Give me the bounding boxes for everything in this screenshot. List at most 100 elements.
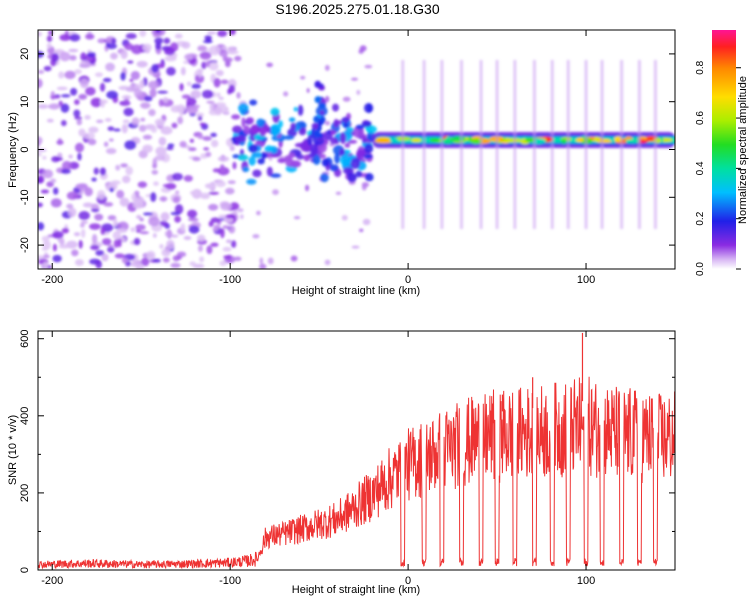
spectrogram-y-label: Frequency (Hz) — [7, 112, 19, 188]
spectrogram-noise-cell — [272, 189, 279, 195]
spectrogram-signal-cell — [350, 157, 361, 170]
spectrogram-noise-cell — [195, 112, 205, 118]
spectrogram-noise-cell — [166, 66, 176, 76]
spectrogram-signal-cell — [316, 83, 324, 88]
snr-series-line — [38, 376, 675, 570]
spectrogram-noise-cell — [142, 134, 153, 140]
spectrogram-noise-cell — [220, 202, 232, 211]
spectrogram-noise-cell — [188, 225, 200, 234]
spectrogram-noise-cell — [203, 147, 210, 151]
colorbar-tick-label: 0.6 — [695, 111, 706, 125]
spectrogram-noise-cell — [79, 223, 85, 228]
spectrogram-noise-cell — [85, 33, 95, 40]
spectrogram-noise-cell — [157, 90, 169, 94]
snr-y-label: SNR (10 * v/v) — [7, 415, 19, 485]
spectrogram-noise-cell — [69, 33, 81, 42]
spectrogram-noise-cell — [78, 128, 86, 137]
spectrogram-noise-cell — [208, 220, 214, 227]
spectrogram-noise-cell — [112, 218, 118, 227]
spectrogram-noise-cell — [174, 204, 184, 215]
spectrogram-signal-cell — [259, 127, 267, 137]
spectrogram-noise-cell — [38, 78, 43, 89]
spectrogram-noise-cell — [56, 86, 68, 91]
spectrogram-noise-cell — [89, 223, 101, 230]
spectrogram-noise-cell — [40, 189, 50, 194]
spectrogram-noise-cell — [122, 119, 130, 124]
colorbar-tick-label: 0.4 — [695, 161, 706, 175]
snr-x-label: Height of straight line (km) — [292, 584, 420, 596]
spectrogram-noise-cell — [77, 152, 82, 161]
spectrogram-noise-cell — [153, 258, 161, 263]
spectrogram-streak — [637, 60, 641, 229]
spectrogram-noise-cell — [66, 203, 74, 209]
spectrogram-noise-cell — [155, 30, 162, 34]
spectrogram-noise-cell — [74, 116, 83, 120]
spectrogram-noise-cell — [119, 86, 127, 91]
spectrogram-noise-cell — [155, 146, 167, 156]
spectrogram-noise-cell — [252, 234, 260, 239]
spectrogram-noise-cell — [205, 151, 212, 158]
spectrogram-noise-cell — [42, 261, 49, 269]
spectrogram-noise-cell — [220, 79, 229, 85]
spectrogram-noise-cell — [170, 234, 179, 238]
spectrogram-noise-cell — [51, 52, 60, 62]
spectrogram-noise-cell — [160, 126, 173, 135]
spectrogram-noise-cell — [38, 50, 45, 58]
spectrogram-signal-cell — [231, 114, 241, 120]
spectrogram-noise-cell — [96, 189, 106, 200]
spectrogram-noise-cell — [356, 89, 361, 95]
spectrogram-noise-cell — [42, 169, 54, 179]
spectrogram-noise-cell — [162, 257, 170, 263]
spectrogram-y-tick-label: -20 — [19, 237, 31, 253]
spectrogram-noise-cell — [227, 88, 232, 95]
spectrogram-noise-cell — [138, 124, 147, 132]
spectrogram-noise-cell — [136, 215, 142, 219]
spectrogram-frame — [37, 29, 676, 270]
spectrogram-noise-cell — [137, 181, 148, 188]
spectrogram-noise-cell — [46, 118, 54, 123]
spectrogram-noise-cell — [52, 254, 62, 263]
spectrogram-noise-cell — [69, 55, 77, 61]
spectrogram-noise-cell — [151, 213, 158, 218]
spectrogram-noise-cell — [38, 136, 43, 145]
spectrogram-noise-cell — [131, 193, 137, 202]
spectrogram-noise-cell — [125, 33, 137, 40]
spectrogram-noise-cell — [197, 115, 203, 121]
snr-line-layer — [38, 332, 675, 570]
spectrogram-noise-cell — [78, 93, 88, 100]
figure-title: S196.2025.275.01.18.G30 — [275, 1, 440, 17]
spectrogram-band-cell — [451, 135, 466, 142]
spectrogram-noise-cell — [83, 132, 96, 140]
spectrogram-signal-cell — [367, 103, 372, 114]
spectrogram-noise-cell — [186, 105, 199, 114]
spectrogram-signal-cell — [270, 123, 281, 136]
spectrogram-signal-cell — [285, 159, 296, 167]
spectrogram-signal-cell — [249, 99, 258, 106]
spectrogram-noise-cell — [213, 77, 221, 88]
spectrogram-streak — [566, 60, 570, 229]
spectrogram-noise-cell — [60, 94, 71, 98]
spectrogram-signal-cell — [303, 154, 311, 162]
spectrogram-noise-cell — [61, 168, 71, 174]
snr-x-tick-label: -200 — [41, 575, 63, 587]
spectrogram-noise-cell — [50, 178, 57, 184]
spectrogram-noise-cell — [215, 180, 226, 188]
spectrogram-noise-cell — [113, 239, 119, 248]
snr-y-tick-label: 400 — [19, 407, 31, 425]
spectrogram-noise-cell — [132, 199, 144, 210]
spectrogram-noise-cell — [359, 228, 364, 233]
spectrogram-streak — [620, 60, 624, 229]
spectrogram-noise-cell — [259, 263, 267, 269]
spectrogram-signal-cell — [344, 142, 351, 148]
spectrogram-noise-cell — [38, 202, 43, 208]
spectrogram-noise-cell — [50, 95, 61, 99]
spectrogram-noise-cell — [84, 114, 91, 120]
spectrogram-noise-cell — [148, 216, 160, 227]
spectrogram-noise-cell — [151, 63, 159, 73]
spectrogram-noise-cell — [223, 255, 232, 259]
spectrogram-noise-cell — [130, 70, 141, 80]
spectrogram-signal-cell — [312, 154, 321, 165]
spectrogram-noise-cell — [46, 42, 52, 49]
spectrogram-noise-cell — [196, 234, 206, 242]
spectrogram-noise-cell — [362, 218, 371, 226]
